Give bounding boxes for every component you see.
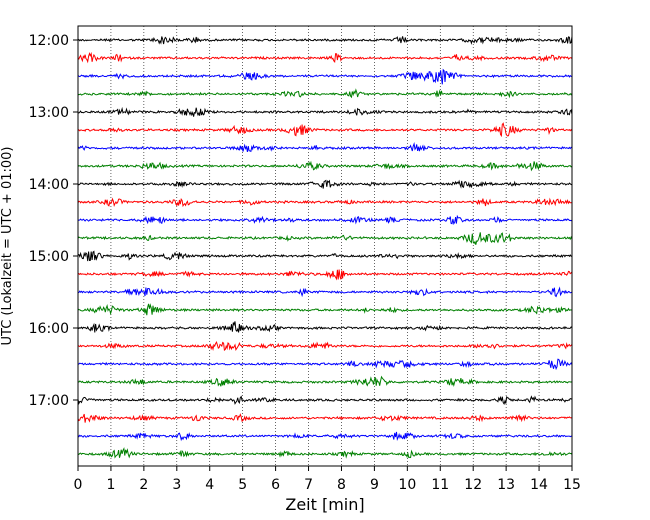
y-tick-label: 16:00 [29,321,69,337]
trace-row [77,321,573,333]
x-tick-label: 6 [271,477,280,493]
y-tick-label: 15:00 [29,249,69,265]
trace-row [77,142,573,153]
x-tick-label: 1 [106,477,115,493]
trace-row [77,106,573,117]
trace-row [77,122,573,138]
trace-row [77,250,573,262]
x-tick-label: 13 [497,477,515,493]
trace-row [77,179,573,189]
trace-row [77,395,573,405]
trace-row [77,341,573,352]
x-axis-title: Zeit [min] [285,495,364,514]
trace-row [77,51,573,64]
trace-row [77,375,573,387]
x-tick-label: 12 [464,477,482,493]
trace-row [77,303,573,316]
x-tick-label: 9 [370,477,379,493]
x-tick-label: 14 [530,477,548,493]
x-tick-label: 0 [74,477,83,493]
trace-row [77,214,573,226]
y-tick-label: 14:00 [29,177,69,193]
trace-row [77,160,573,172]
trace-row [77,88,573,99]
y-axis-title: UTC (Lokalzeit = UTC + 01:00) [0,147,15,346]
gridlines [110,26,540,466]
trace-row [77,358,573,371]
y-tick-label: 17:00 [29,393,69,409]
plot-frame [77,25,573,467]
x-tick-label: 10 [398,477,416,493]
x-tick-label: 15 [563,477,581,493]
trace-row [77,269,573,281]
trace-row [77,286,573,298]
x-tick-label: 2 [139,477,148,493]
x-tick-label: 8 [337,477,346,493]
trace-row [77,197,573,208]
trace-row [77,68,573,85]
y-axis-ticks: 12:00 13:00 14:00 15:00 16:00 17:00 [29,33,78,409]
trace-row [77,413,573,423]
y-tick-label: 12:00 [29,33,69,49]
x-tick-label: 11 [431,477,449,493]
seismic-traces [77,36,573,459]
trace-row [77,447,573,459]
trace-row [77,232,573,245]
x-tick-label: 7 [304,477,313,493]
x-tick-label: 4 [205,477,214,493]
x-axis-ticks: 0 1 2 3 4 5 6 7 8 9 10 11 12 13 14 15 [74,466,581,493]
plot-background [78,26,572,466]
trace-row [77,431,573,442]
x-tick-label: 3 [172,477,181,493]
x-tick-label: 5 [238,477,247,493]
y-tick-label: 13:00 [29,105,69,121]
trace-row [77,36,573,45]
